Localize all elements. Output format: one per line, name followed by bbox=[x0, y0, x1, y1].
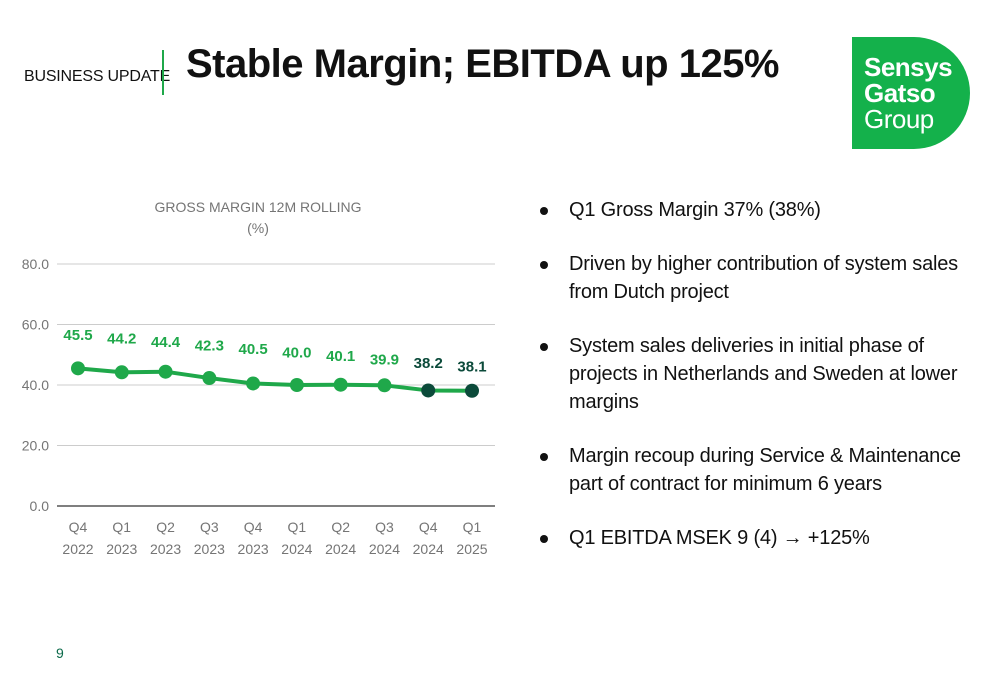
logo-line-2: Gatso bbox=[864, 78, 936, 108]
x-tick-label: Q3 bbox=[375, 519, 394, 535]
y-tick-label: 20.0 bbox=[22, 438, 49, 454]
data-label: 44.4 bbox=[151, 334, 181, 351]
series-line bbox=[76, 366, 474, 393]
bullet-dot-icon bbox=[540, 261, 548, 269]
y-tick-label: 60.0 bbox=[22, 317, 49, 333]
x-tick-label: 2023 bbox=[106, 541, 137, 557]
logo-line-1: Sensys bbox=[864, 52, 953, 82]
x-tick-label: 2023 bbox=[150, 541, 181, 557]
bullet-list: Q1 Gross Margin 37% (38%) Driven by highe… bbox=[536, 196, 976, 578]
x-tick-label: Q1 bbox=[288, 519, 307, 535]
x-tick-label: 2024 bbox=[281, 541, 312, 557]
x-tick-label: Q2 bbox=[156, 519, 175, 535]
chart-title: GROSS MARGIN 12M ROLLING bbox=[155, 199, 362, 215]
data-point bbox=[289, 378, 304, 392]
x-tick-label: Q4 bbox=[419, 519, 438, 535]
data-label: 38.2 bbox=[414, 355, 443, 372]
x-tick-label: Q2 bbox=[331, 519, 350, 535]
x-tick-label: Q3 bbox=[200, 519, 219, 535]
data-label: 40.5 bbox=[239, 341, 268, 358]
x-tick-label: 2023 bbox=[194, 541, 225, 557]
x-tick-label: 2024 bbox=[325, 541, 356, 557]
bullet-text: System sales deliveries in initial phase… bbox=[569, 335, 958, 413]
bullet-dot-icon bbox=[540, 535, 548, 543]
page-title: Stable Margin; EBITDA up 125% bbox=[186, 42, 780, 86]
data-label: 38.1 bbox=[457, 359, 486, 376]
data-point bbox=[421, 383, 436, 398]
x-tick-label: Q4 bbox=[244, 519, 263, 535]
data-point bbox=[158, 364, 173, 379]
y-tick-label: 40.0 bbox=[22, 377, 49, 393]
x-tick-label: 2025 bbox=[456, 541, 487, 557]
bullet-text: Margin recoup during Service & Maintenan… bbox=[569, 445, 961, 495]
data-point bbox=[71, 361, 85, 376]
data-label: 45.5 bbox=[63, 327, 92, 344]
bullet-text: Q1 Gross Margin 37% (38%) bbox=[569, 199, 821, 221]
x-tick-label: Q4 bbox=[69, 519, 88, 535]
bullet-item: Q1 Gross Margin 37% (38%) bbox=[536, 196, 976, 224]
x-tick-label: 2022 bbox=[62, 541, 93, 557]
x-tick-label: 2024 bbox=[369, 541, 400, 557]
logo-line-3: Group bbox=[864, 104, 934, 134]
data-point bbox=[377, 378, 392, 393]
bullet-dot-icon bbox=[540, 453, 548, 461]
x-tick-label: 2024 bbox=[413, 541, 444, 557]
company-logo: Sensys Gatso Group bbox=[852, 37, 970, 149]
section-label: BUSINESS UPDATE bbox=[24, 68, 171, 85]
data-point bbox=[202, 371, 217, 386]
data-label: 44.2 bbox=[107, 331, 136, 348]
data-label: 40.1 bbox=[326, 348, 355, 365]
gross-margin-chart: GROSS MARGIN 12M ROLLING (%) 0.0 20.0 40.0 60… bbox=[22, 199, 495, 557]
page-number: 9 bbox=[56, 645, 64, 661]
bullet-dot-icon bbox=[540, 207, 548, 215]
bullet-text: Driven by higher contribution of system … bbox=[569, 253, 958, 303]
data-label: 40.0 bbox=[282, 345, 311, 362]
data-point bbox=[465, 383, 479, 398]
x-tick-label: Q1 bbox=[463, 519, 482, 535]
data-point bbox=[114, 365, 129, 380]
title-divider bbox=[162, 50, 164, 95]
bullet-dot-icon bbox=[540, 343, 548, 351]
data-label: 42.3 bbox=[195, 338, 224, 355]
data-point bbox=[333, 377, 348, 392]
x-tick-label: Q1 bbox=[112, 519, 131, 535]
bullet-item: Margin recoup during Service & Maintenan… bbox=[536, 442, 976, 498]
y-tick-label: 0.0 bbox=[30, 498, 50, 514]
data-point bbox=[246, 376, 261, 391]
bullet-item: Driven by higher contribution of system … bbox=[536, 250, 976, 306]
bullet-item: System sales deliveries in initial phase… bbox=[536, 332, 976, 416]
chart-subtitle: (%) bbox=[247, 220, 269, 236]
x-tick-label: 2023 bbox=[238, 541, 269, 557]
y-tick-label: 80.0 bbox=[22, 256, 49, 272]
bullet-text: Q1 EBITDA MSEK 9 (4) → +125% bbox=[569, 527, 870, 549]
bullet-item: Q1 EBITDA MSEK 9 (4) → +125% bbox=[536, 524, 976, 552]
data-label: 39.9 bbox=[370, 352, 399, 369]
